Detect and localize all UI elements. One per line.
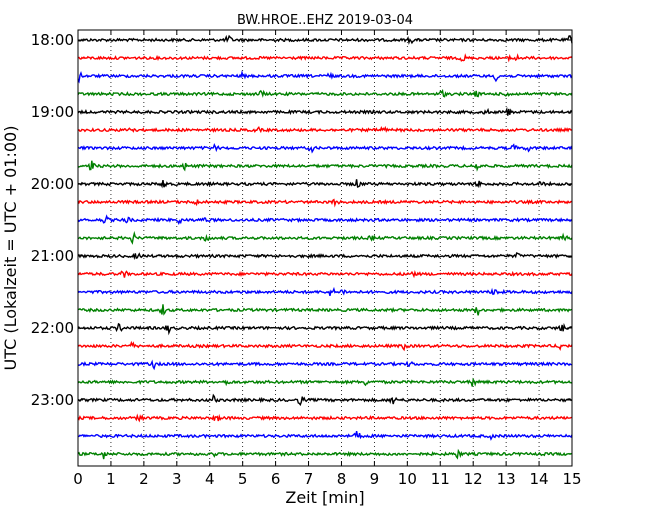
x-tick-label-2: 2 bbox=[139, 470, 149, 488]
trace-1845 bbox=[77, 88, 573, 98]
trace-2145 bbox=[77, 304, 573, 316]
trace-1945 bbox=[77, 160, 573, 172]
x-tick-label-11: 11 bbox=[431, 470, 450, 488]
chart-title: BW.HROE..EHZ 2019-03-04 bbox=[237, 13, 413, 28]
y-axis-ticks: 18:00 19:00 20:00 21:00 22:00 23:00 bbox=[31, 31, 572, 409]
x-tick-label-7: 7 bbox=[304, 470, 314, 488]
x-tick-label-15: 15 bbox=[562, 470, 581, 488]
trace-2030 bbox=[77, 214, 573, 226]
trace-1915 bbox=[77, 125, 573, 134]
trace-2230 bbox=[77, 359, 573, 371]
trace-2200 bbox=[77, 322, 573, 336]
trace-2345 bbox=[77, 448, 573, 460]
x-tick-label-13: 13 bbox=[497, 470, 516, 488]
plot-frame bbox=[77, 29, 573, 467]
x-axis-ticks: 0 1 2 3 4 5 6 7 8 9 10 11 12 13 14 15 bbox=[73, 30, 582, 488]
y-tick-label-2000: 20:00 bbox=[31, 175, 74, 193]
trace-2115 bbox=[77, 269, 573, 279]
trace-1900 bbox=[77, 106, 573, 116]
x-tick-label-9: 9 bbox=[370, 470, 380, 488]
x-tick-label-14: 14 bbox=[530, 470, 549, 488]
x-tick-label-4: 4 bbox=[205, 470, 215, 488]
grid-lines bbox=[110, 30, 540, 466]
trace-1830 bbox=[77, 69, 573, 84]
trace-2000 bbox=[77, 179, 573, 189]
x-tick-label-5: 5 bbox=[238, 470, 248, 488]
y-tick-label-1800: 18:00 bbox=[31, 31, 74, 49]
y-tick-label-2300: 23:00 bbox=[31, 391, 74, 409]
trace-1815 bbox=[77, 53, 573, 63]
x-axis-label: Zeit [min] bbox=[285, 488, 364, 507]
x-tick-label-1: 1 bbox=[106, 470, 116, 488]
x-tick-label-0: 0 bbox=[73, 470, 83, 488]
x-tick-label-12: 12 bbox=[464, 470, 483, 488]
x-tick-label-10: 10 bbox=[398, 470, 417, 488]
trace-2015 bbox=[77, 198, 573, 208]
trace-2330 bbox=[77, 430, 573, 441]
y-tick-label-2100: 21:00 bbox=[31, 247, 74, 265]
trace-2045 bbox=[77, 230, 573, 245]
y-tick-label-2200: 22:00 bbox=[31, 319, 74, 337]
trace-2315 bbox=[77, 413, 573, 423]
trace-2130 bbox=[77, 286, 573, 297]
x-tick-label-6: 6 bbox=[271, 470, 281, 488]
y-axis-label: UTC (Lokalzeit = UTC + 01:00) bbox=[1, 126, 20, 371]
trace-1800 bbox=[77, 34, 573, 46]
x-tick-label-8: 8 bbox=[337, 470, 347, 488]
trace-2215 bbox=[77, 340, 573, 352]
trace-2245 bbox=[77, 377, 573, 387]
trace-1930 bbox=[77, 142, 573, 154]
seismic-traces bbox=[77, 34, 573, 460]
y-tick-label-1900: 19:00 bbox=[31, 103, 74, 121]
x-tick-label-3: 3 bbox=[172, 470, 182, 488]
trace-2300 bbox=[77, 393, 573, 407]
trace-2100 bbox=[77, 252, 573, 261]
